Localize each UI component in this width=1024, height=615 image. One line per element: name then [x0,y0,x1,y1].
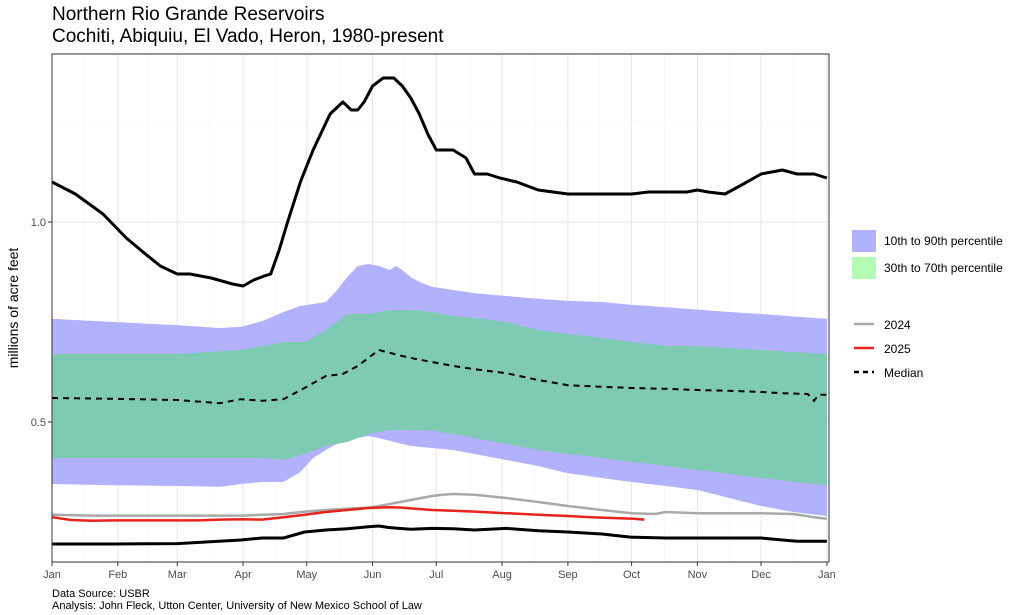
legend-key-30-70 [852,257,876,279]
x-tick-label: Jun [364,569,382,581]
legend-item-10-90: 10th to 90th percentile [852,230,1022,252]
x-tick-label: Dec [751,569,771,581]
legend-key-2024 [854,322,874,326]
legend-label-2025: 2025 [884,342,911,356]
data-source-caption: Data Source: USBR [52,588,150,600]
legend-item-2025: 2025 [852,338,1022,360]
x-tick-label: Jan [43,569,61,581]
y-tick-label: 0.5 [31,417,46,429]
legend-key-2025 [854,346,874,350]
y-tick-label: 1.0 [31,217,46,229]
x-tick-label: Apr [235,569,252,581]
series-2024-line [51,492,828,521]
line-layer [51,76,828,546]
legend-item-2024: 2024 [852,314,1022,336]
series-median-line [51,348,827,405]
legend-key-10-90 [852,230,876,252]
x-tick-label: Jul [429,569,443,581]
y-axis-label: millions of acre feet [5,248,21,369]
legend-item-30-70: 30th to 70th percentile [852,257,1022,279]
x-tick-label: Feb [108,569,127,581]
legend-label-2024: 2024 [884,318,911,332]
axis-layer: 0.5 1.0 Jan Feb Mar Apr May Jun Jul Aug Sep Oct Nov D… [31,217,836,581]
x-tick-label: Sep [558,569,578,581]
x-tick-label: May [296,569,317,581]
x-tick-label: Nov [688,569,708,581]
chart-subtitle: Cochiti, Abiquiu, El Vado, Heron, 1980-p… [52,26,444,47]
legend-item-median: Median [852,362,1022,384]
x-tick-label: Aug [492,569,512,581]
series-min-line [52,524,827,546]
analysis-caption: Analysis: John Fleck, Utton Center, Univ… [52,600,422,612]
series-2025-line [51,505,645,523]
legend-label-median: Median [884,366,924,380]
x-tick-label: Oct [623,569,640,581]
legend-label-10-90: 10th to 90th percentile [884,234,1003,248]
x-tick-label: Jan [818,569,836,581]
legend-label-30-70: 30th to 70th percentile [884,261,1003,275]
band-layer [52,264,827,516]
series-max-line [51,76,828,288]
x-tick-label: Mar [168,569,187,581]
legend-key-median [854,370,874,374]
panel-border [51,53,830,563]
chart-title: Northern Rio Grande Reservoirs [52,4,325,25]
band-30-70-percentile [52,310,827,486]
